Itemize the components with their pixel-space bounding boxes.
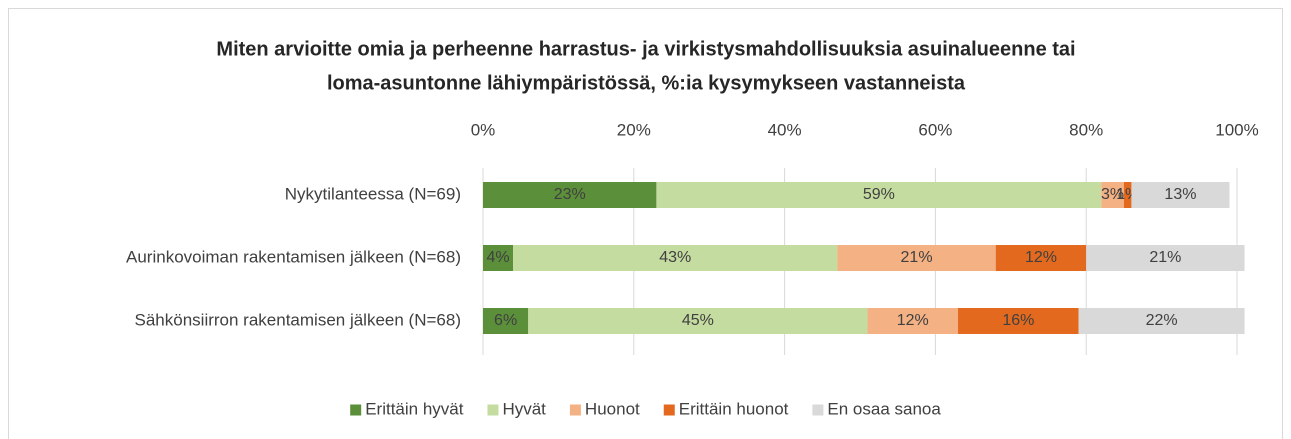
data-label: 45% <box>682 312 714 329</box>
bar-segment <box>1101 182 1124 208</box>
chart-title: loma-asuntonne lähiympäristössä, %:ia ky… <box>327 72 966 94</box>
data-label: 21% <box>1149 249 1181 266</box>
bar-segment <box>1123 182 1132 208</box>
bar-segment <box>483 182 657 208</box>
bar-segment <box>867 308 959 334</box>
legend-swatch <box>663 404 675 416</box>
data-label: 4% <box>487 249 510 266</box>
legend-swatch <box>350 404 362 416</box>
data-label: 13% <box>1164 186 1196 203</box>
data-label: 59% <box>863 186 895 203</box>
legend-label: Erittäin huonot <box>679 399 789 418</box>
bar-segment <box>1086 245 1245 271</box>
x-tick-label: 40% <box>768 120 802 139</box>
bar-segment <box>483 308 529 334</box>
x-tick-label: 100% <box>1215 120 1258 139</box>
data-label: 3% <box>1101 186 1124 203</box>
bar-segment <box>656 182 1102 208</box>
x-tick-label: 60% <box>918 120 952 139</box>
data-label: 6% <box>494 312 517 329</box>
x-tick-label: 20% <box>617 120 651 139</box>
data-label: 21% <box>901 249 933 266</box>
data-label: 16% <box>1002 312 1034 329</box>
y-tick-label: Nykytilanteessa (N=69) <box>285 184 461 203</box>
bar-segment <box>1078 308 1245 334</box>
bar-segment <box>1131 182 1230 208</box>
y-tick-label: Aurinkovoiman rakentamisen jälkeen (N=68… <box>126 247 461 266</box>
chart-title: Miten arvioitte omia ja perheenne harras… <box>216 38 1075 60</box>
x-tick-label: 80% <box>1069 120 1103 139</box>
bar-segment <box>513 245 838 271</box>
bar-segment <box>995 245 1087 271</box>
bar-segment <box>528 308 868 334</box>
chart-border <box>8 8 1283 439</box>
bar-segment <box>837 245 996 271</box>
legend-swatch <box>487 404 499 416</box>
bar-segment <box>483 245 514 271</box>
legend-swatch <box>569 404 581 416</box>
legend-swatch <box>812 404 824 416</box>
legend-label: Hyvät <box>502 399 546 418</box>
y-tick-label: Sähkönsiirron rakentamisen jälkeen (N=68… <box>135 310 461 329</box>
legend-label: Huonot <box>585 399 640 418</box>
legend-label: Erittäin hyvät <box>365 399 464 418</box>
data-label: 23% <box>554 186 586 203</box>
bar-segment <box>958 308 1079 334</box>
data-label: 12% <box>1025 249 1057 266</box>
data-label: 43% <box>659 249 691 266</box>
data-label: 22% <box>1146 312 1178 329</box>
data-label: 12% <box>897 312 929 329</box>
legend-label: En osaa sanoa <box>827 399 941 418</box>
x-tick-label: 0% <box>471 120 496 139</box>
